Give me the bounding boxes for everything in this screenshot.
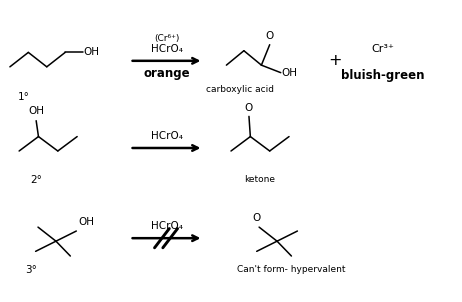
Text: O: O (253, 213, 261, 223)
Text: +: + (328, 53, 341, 68)
Text: OH: OH (79, 217, 95, 227)
Text: O: O (245, 103, 253, 113)
Text: ketone: ketone (244, 175, 275, 184)
Text: OH: OH (282, 68, 298, 78)
Text: 3°: 3° (24, 265, 36, 275)
Text: 1°: 1° (18, 92, 30, 102)
Text: HCrO₄: HCrO₄ (151, 221, 182, 231)
Text: carboxylic acid: carboxylic acid (207, 85, 274, 94)
Text: HCrO₄: HCrO₄ (151, 44, 182, 54)
Text: bluish-green: bluish-green (341, 69, 425, 82)
Text: OH: OH (84, 47, 100, 57)
Text: O: O (266, 31, 274, 41)
Text: orange: orange (143, 67, 190, 80)
Text: HCrO₄: HCrO₄ (151, 131, 182, 141)
Text: 2°: 2° (30, 175, 43, 185)
Text: (Cr⁶⁺): (Cr⁶⁺) (154, 34, 179, 43)
Text: OH: OH (28, 107, 44, 117)
Text: Cr³⁺: Cr³⁺ (371, 44, 395, 54)
Text: Can't form- hypervalent: Can't form- hypervalent (237, 265, 345, 274)
